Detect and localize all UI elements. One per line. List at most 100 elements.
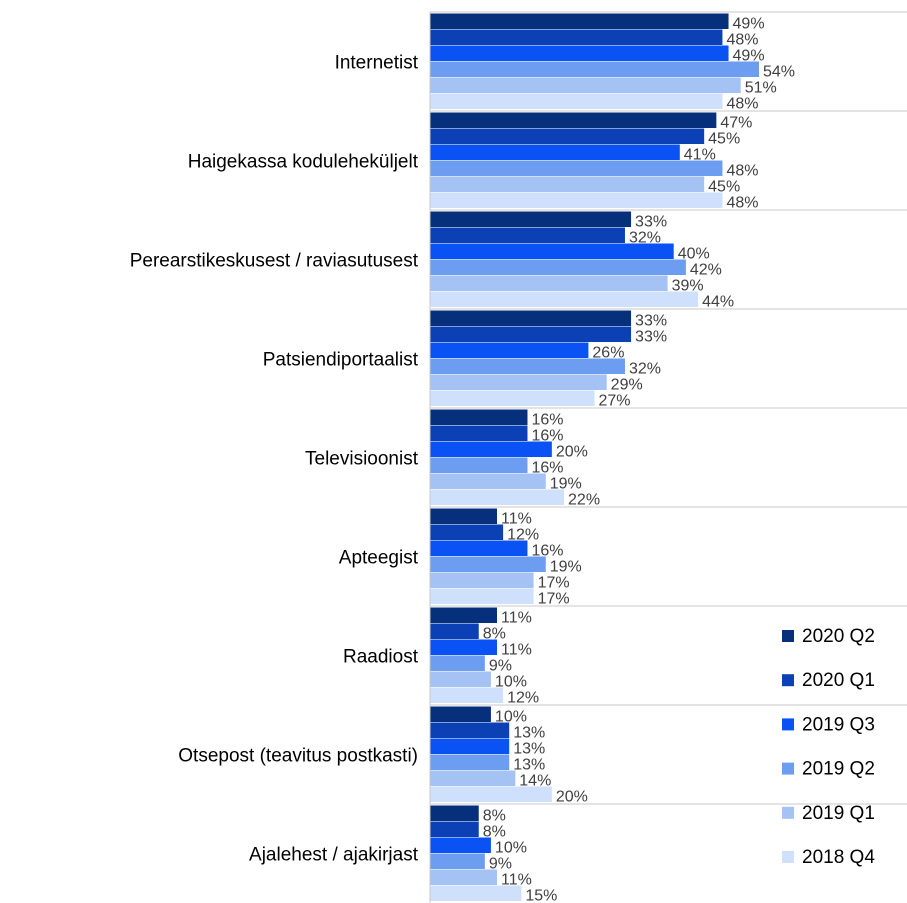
bar — [430, 556, 546, 572]
bar — [430, 738, 510, 754]
value-label: 33% — [635, 329, 667, 346]
value-label: 19% — [550, 476, 582, 493]
value-label: 10% — [495, 709, 527, 726]
value-label: 16% — [531, 428, 563, 445]
value-label: 22% — [568, 492, 600, 509]
category-label: Patsiendiportaalist — [263, 350, 419, 371]
bar — [430, 61, 759, 77]
bar — [430, 160, 723, 176]
bar — [430, 588, 534, 604]
category-label: Ajalehest / ajakirjast — [249, 845, 419, 866]
value-label: 49% — [733, 48, 765, 65]
category-label: Raadiost — [343, 647, 419, 668]
legend-label: 2019 Q3 — [802, 714, 875, 735]
bar — [430, 489, 565, 505]
value-label: 51% — [745, 80, 777, 97]
bar — [430, 754, 510, 770]
value-label: 20% — [556, 789, 588, 806]
value-label: 54% — [763, 64, 795, 81]
value-label: 49% — [733, 16, 765, 33]
bar — [430, 623, 479, 639]
bar — [430, 837, 491, 853]
value-label: 10% — [495, 840, 527, 857]
legend-swatch — [782, 762, 794, 775]
bar — [430, 211, 632, 227]
bar — [430, 869, 498, 885]
value-label: 9% — [489, 856, 512, 873]
bar — [430, 45, 729, 61]
bar — [430, 425, 528, 441]
bar — [430, 722, 510, 738]
value-label: 16% — [531, 543, 563, 560]
bar — [430, 853, 485, 869]
bar — [430, 441, 552, 457]
legend-label: 2020 Q2 — [802, 626, 875, 647]
value-label: 32% — [629, 361, 661, 378]
legend-swatch — [782, 674, 794, 687]
bar — [430, 128, 705, 144]
value-label: 39% — [672, 278, 704, 295]
bar — [430, 540, 528, 556]
bar — [430, 13, 729, 29]
value-label: 11% — [501, 642, 532, 659]
bar — [430, 77, 741, 93]
value-label: 29% — [611, 377, 643, 394]
bar — [430, 786, 552, 802]
value-label: 26% — [592, 345, 624, 362]
value-label: 48% — [726, 32, 758, 49]
bar — [430, 192, 723, 208]
bar — [430, 227, 625, 243]
bar — [430, 390, 595, 406]
value-label: 33% — [635, 313, 667, 330]
category-label: Perearstikeskusest / raviasutusest — [130, 251, 419, 272]
category-label: Apteegist — [339, 548, 419, 569]
bar — [430, 655, 485, 671]
bar — [430, 473, 546, 489]
value-label: 42% — [690, 262, 722, 279]
legend-swatch — [782, 718, 794, 731]
bar — [430, 342, 589, 358]
value-label: 11% — [501, 511, 532, 528]
legend-swatch — [782, 630, 794, 642]
bar — [430, 358, 625, 374]
legend-label: 2020 Q1 — [802, 670, 875, 691]
value-label: 13% — [513, 725, 545, 742]
value-label: 10% — [495, 674, 527, 691]
value-label: 11% — [501, 872, 532, 889]
bar — [430, 572, 534, 588]
value-label: 33% — [635, 214, 667, 231]
value-label: 16% — [531, 412, 563, 429]
value-label: 8% — [483, 626, 506, 643]
bar — [430, 821, 479, 837]
value-label: 27% — [599, 393, 631, 410]
bar — [430, 310, 632, 326]
bar — [430, 29, 723, 45]
category-label: Otsepost (teavitus postkasti) — [178, 746, 418, 767]
value-label: 8% — [483, 808, 506, 825]
bar — [430, 706, 491, 722]
category-label: Haigekassa koduleheküljelt — [188, 152, 419, 173]
bar — [430, 607, 498, 623]
bar — [430, 805, 479, 821]
bar — [430, 639, 498, 655]
value-label: 14% — [519, 773, 551, 790]
bar — [430, 409, 528, 425]
bar — [430, 671, 491, 687]
legend-label: 2018 Q4 — [802, 847, 875, 868]
value-label: 17% — [538, 575, 570, 592]
value-label: 32% — [629, 230, 661, 247]
value-label: 47% — [720, 115, 752, 132]
value-label: 15% — [525, 888, 557, 903]
bar — [430, 374, 607, 390]
value-label: 48% — [726, 96, 758, 113]
bar — [430, 275, 668, 291]
value-label: 20% — [556, 444, 588, 461]
bar — [430, 885, 522, 901]
value-label: 45% — [708, 179, 740, 196]
value-label: 44% — [702, 294, 734, 311]
value-label: 12% — [507, 527, 539, 544]
value-label: 41% — [684, 147, 716, 164]
bar — [430, 291, 699, 307]
value-label: 17% — [538, 591, 570, 608]
